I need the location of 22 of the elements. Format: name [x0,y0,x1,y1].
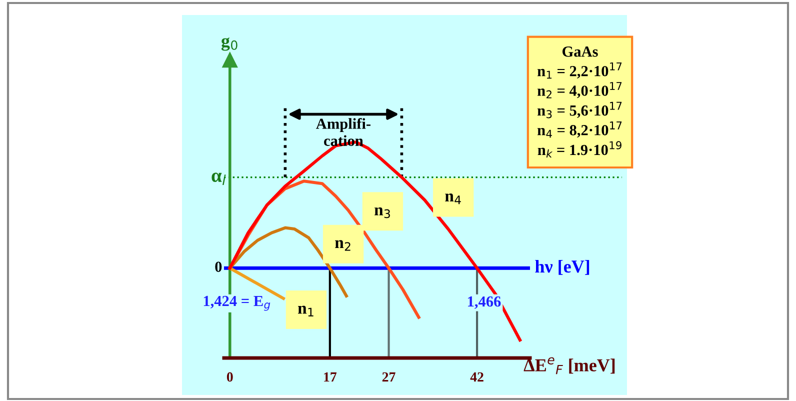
text: n$_{1}$ = 2,2·10$^{17}$ [537,62,622,79]
text: g$_{0}$ [221,38,238,51]
text: n$_{3}$ = 5,6·10$^{17}$ [537,102,622,118]
x-tick-label: 17 [324,372,337,382]
annotation: Amplifi- cation [316,118,370,146]
text: n$_{2}$ = 4,0·10$^{17}$ [537,82,622,98]
ref-line-label: α$_{i}$ [212,172,226,186]
x-tick-label: 0 [226,372,233,382]
text: n$_{k}$ = 1.9·10$^{19}$ [538,141,622,158]
annotation: 1,424 = E$_{g}$ [204,296,270,311]
x-tick-label: 42 [470,372,484,382]
series-label: n$_{2}$ [335,240,350,251]
series-label: n$_{1}$ [298,306,314,316]
x-tick-label: 27 [382,372,396,382]
text: hν [eV] [535,260,590,275]
series-label: n$_{3}$ [374,207,390,218]
text: GaAs [562,46,598,57]
text: 0 [215,262,222,272]
annotation: 1,466 [468,296,501,309]
x-axis-title: ΔE$^{e}$$_{F}$ [meV] [524,357,615,374]
series-label: n$_{4}$ [445,194,461,204]
text: n$_{4}$ = 8,2·10$^{17}$ [537,122,622,138]
